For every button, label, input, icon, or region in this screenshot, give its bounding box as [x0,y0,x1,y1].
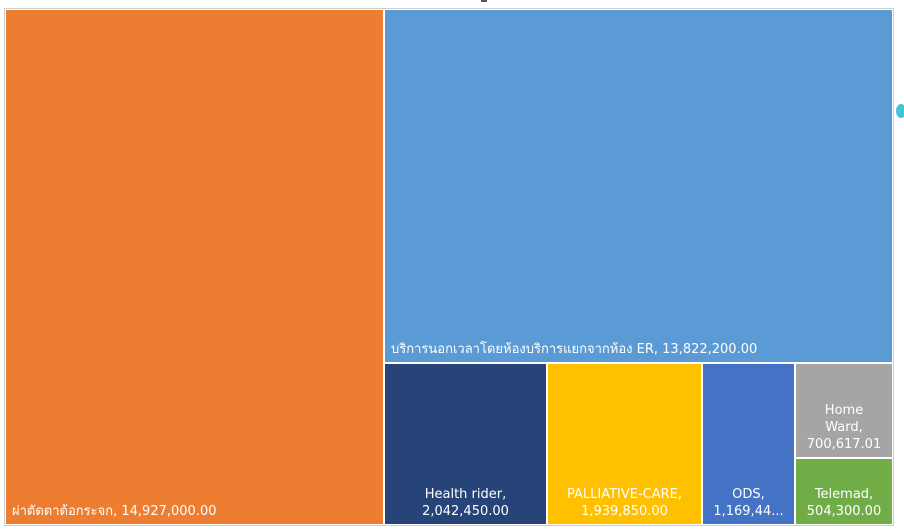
tile-after-hours-service[interactable]: บริการนอกเวลาโดยห้องบริการแยกจากห้อง ER,… [384,9,893,363]
tile-after-hours-service-label: บริการนอกเวลาโดยห้องบริการแยกจากห้อง ER,… [391,342,758,357]
tile-health-rider-label: Health rider, 2,042,450.00 [422,487,509,519]
tile-telemad-label: Telemad, 504,300.00 [806,487,882,519]
tile-ods-label: ODS, 1,169,44... [713,487,784,519]
tile-telemad[interactable]: Telemad, 504,300.00 [795,458,893,525]
tile-palliative-care[interactable]: PALLIATIVE-CARE, 1,939,850.00 [547,363,702,525]
edge-handle-dot [896,104,904,118]
tile-palliative-care-label: PALLIATIVE-CARE, 1,939,850.00 [566,487,683,519]
tile-cataract-surgery[interactable]: ผ่าตัดตาต้อกระจก, 14,927,000.00 [5,9,384,525]
tile-health-rider[interactable]: Health rider, 2,042,450.00 [384,363,547,525]
tile-home-ward-label: Home Ward, 700,617.01 [806,403,882,452]
tile-cataract-surgery-label: ผ่าตัดตาต้อกระจก, 14,927,000.00 [12,504,217,519]
treemap-chart: ผ่าตัดตาต้อกระจก, 14,927,000.00 บริการนอก… [4,8,894,526]
tile-home-ward[interactable]: Home Ward, 700,617.01 [795,363,893,458]
tile-ods[interactable]: ODS, 1,169,44... [702,363,795,525]
top-tick-mark [481,0,487,2]
